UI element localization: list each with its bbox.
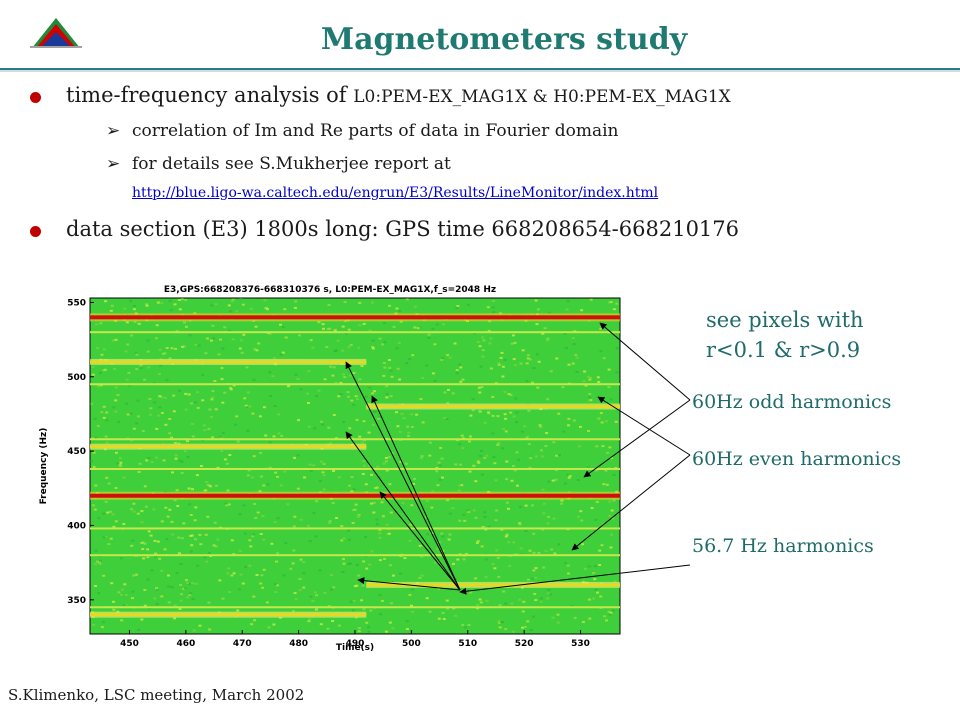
y-axis-label: Frequency (Hz) bbox=[39, 428, 49, 505]
harmonic-line-398 bbox=[90, 527, 620, 530]
harmonic-line-438 bbox=[90, 467, 620, 470]
harmonic-line-340 bbox=[90, 613, 367, 617]
pixels-note-line1: see pixels with bbox=[706, 308, 864, 332]
x-tick-label: 490 bbox=[346, 639, 365, 649]
plot-title: E3,GPS:668208376-668310376 s, L0:PEM-EX_… bbox=[164, 285, 496, 295]
x-tick-label: 520 bbox=[515, 639, 534, 649]
x-tick-label: 510 bbox=[458, 639, 477, 649]
x-tick-label: 530 bbox=[571, 639, 590, 649]
bullet-dot bbox=[30, 226, 41, 237]
harmonic-line-380 bbox=[90, 554, 620, 557]
sub-bullet-details: for details see S.Mukherjee report at bbox=[132, 154, 451, 174]
x-axis-label: Time(s) bbox=[336, 643, 374, 653]
harmonic-line-530 bbox=[90, 331, 620, 334]
bullet-data-section: data section (E3) 1800s long: GPS time 6… bbox=[66, 217, 740, 241]
harmonic-line-360 bbox=[366, 583, 620, 587]
x-tick-label: 470 bbox=[233, 639, 252, 649]
x-tick-label: 500 bbox=[402, 639, 421, 649]
spectrogram-plot: E3,GPS:668208376-668310376 s, L0:PEM-EX_… bbox=[39, 285, 621, 653]
x-tick-label: 450 bbox=[120, 639, 139, 649]
title-rule bbox=[0, 68, 960, 72]
y-tick-label: 500 bbox=[67, 373, 86, 383]
footer-credit: S.Klimenko, LSC meeting, March 2002 bbox=[8, 686, 305, 704]
bullet-text: time-frequency analysis of bbox=[66, 83, 354, 107]
harmonic-line-420 bbox=[90, 493, 620, 498]
bullet-dot bbox=[30, 92, 41, 103]
x-tick-label: 480 bbox=[289, 639, 308, 649]
label-odd-harmonics: 60Hz odd harmonics bbox=[692, 391, 892, 413]
y-tick-label: 350 bbox=[67, 596, 86, 606]
pixels-note-line2: r<0.1 & r>0.9 bbox=[706, 338, 861, 362]
label-567-harmonics: 56.7 Hz harmonics bbox=[692, 535, 874, 557]
y-axis: 350 400 450 500 550 bbox=[67, 298, 94, 606]
harmonic-line-495 bbox=[90, 383, 620, 386]
sub-bullet-arrow-icon: ➢ bbox=[106, 121, 121, 141]
harmonic-line-345 bbox=[90, 606, 620, 609]
sub-bullet-correlation: correlation of Im and Re parts of data i… bbox=[132, 121, 619, 141]
bullet-time-frequency: time-frequency analysis of L0:PEM-EX_MAG… bbox=[66, 83, 731, 107]
report-link[interactable]: http://blue.ligo-wa.caltech.edu/engrun/E… bbox=[132, 185, 659, 201]
harmonic-line-480 bbox=[366, 405, 620, 409]
y-tick-label: 400 bbox=[67, 521, 86, 531]
x-tick-label: 460 bbox=[176, 639, 195, 649]
sub-bullet-arrow-icon: ➢ bbox=[106, 154, 121, 174]
label-even-harmonics: 60Hz even harmonics bbox=[692, 448, 902, 470]
bullet-channels: L0:PEM-EX_MAG1X & H0:PEM-EX_MAG1X bbox=[353, 87, 731, 107]
x-axis: 450 460 470 480 490 500 510 520 530 bbox=[120, 630, 590, 649]
harmonic-line-453 bbox=[90, 445, 367, 449]
harmonic-line-540 bbox=[90, 315, 620, 320]
slide-title: Magnetometers study bbox=[320, 22, 688, 57]
harmonic-line-458 bbox=[90, 438, 620, 441]
ligo-logo-icon bbox=[30, 18, 82, 50]
y-tick-label: 550 bbox=[67, 298, 86, 308]
harmonic-line-510 bbox=[90, 360, 367, 364]
y-tick-label: 450 bbox=[67, 447, 86, 457]
